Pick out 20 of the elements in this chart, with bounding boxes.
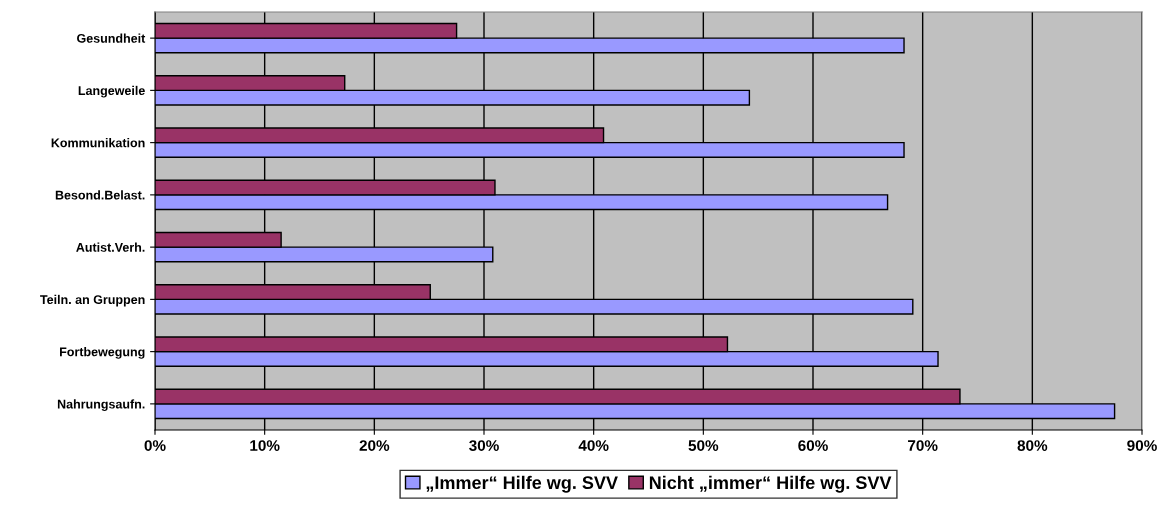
x-tick-label: 80%	[1017, 440, 1048, 451]
y-tick-label: Besond.Belast.	[55, 190, 145, 200]
x-tick-label: 40%	[578, 440, 609, 451]
x-tick-label: 90%	[1127, 440, 1157, 451]
y-tick-label: Teiln. an Gruppen	[40, 294, 145, 307]
y-tick-label: Gesundheit	[77, 33, 146, 43]
x-tick-label: 70%	[908, 440, 938, 451]
x-tick-label: 20%	[359, 440, 390, 451]
x-tick-label: 30%	[469, 440, 499, 451]
y-tick-label: Fortbewegung	[60, 347, 145, 359]
legend-label: Nicht „immer“ Hilfe wg. SVV	[649, 475, 892, 493]
x-tick-label: 50%	[688, 440, 719, 451]
y-tick-label: Langeweile	[78, 85, 145, 98]
x-tick-label: 0%	[144, 440, 166, 451]
x-tick-label: 10%	[250, 440, 280, 451]
y-tick-label: Nahrungsaufn.	[57, 399, 145, 412]
legend-label: „Immer“ Hilfe wg. SVV	[426, 475, 618, 493]
y-tick-label: Kommunikation	[51, 138, 145, 148]
x-tick-label: 60%	[798, 440, 828, 451]
y-tick-label: Autist.Verh.	[76, 242, 145, 252]
